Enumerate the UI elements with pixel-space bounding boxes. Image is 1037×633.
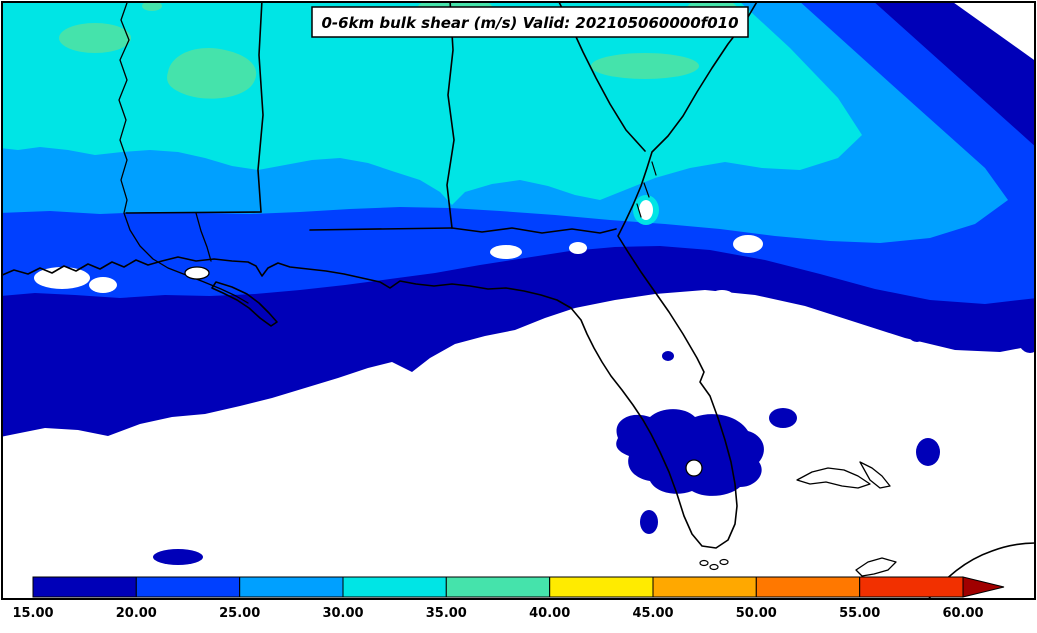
border-georgia-florida: [451, 227, 617, 234]
shear-blob: [1016, 313, 1035, 353]
title-box-frame: [311, 6, 749, 38]
border-alabama-georgia: [446, 2, 455, 229]
shear-blob: [153, 549, 203, 565]
plot-title: 0-6km bulk shear (m/s) Valid: 2021050600…: [321, 14, 738, 32]
map-frame: [1, 1, 1036, 600]
mississippi-river: [118, 2, 249, 304]
shear-fill-regions: [2, 2, 1035, 565]
isolated-shear-blobs-15-20: [153, 302, 1035, 565]
tick-35: 35.00: [426, 606, 467, 621]
title-box: 0-6km bulk shear (m/s) Valid: 2021050600…: [311, 6, 749, 38]
white-hole: [733, 235, 763, 253]
coastline-main: [2, 2, 758, 549]
shear-blob: [769, 408, 797, 428]
border-louisiana-mississippi: [125, 211, 262, 214]
tick-45: 45.00: [632, 606, 673, 621]
tick-15: 15.00: [12, 606, 53, 621]
shear-blob: [622, 417, 642, 431]
geography-borders: [2, 2, 1035, 599]
shear-blob: [916, 438, 940, 466]
colorbar-seg-50-55: [755, 576, 861, 598]
below-15-holes: [34, 200, 763, 304]
tick-55: 55.00: [839, 606, 880, 621]
border-mississippi-alabama: [257, 2, 264, 213]
colorbar-seg-55-60: [859, 576, 964, 598]
colorbar-seg-25-30: [239, 576, 344, 598]
white-hole: [490, 245, 522, 259]
colorbar-seg-20-25: [135, 576, 241, 598]
pearl-river: [195, 212, 212, 262]
colorbar-seg-35-40: [445, 576, 551, 598]
white-hole: [89, 277, 117, 293]
white-hole: [34, 267, 90, 289]
shear-blob: [904, 302, 930, 342]
turquoise-patch: [167, 48, 257, 99]
tick-60: 60.00: [942, 606, 983, 621]
colorbar: 15.00 20.00 25.00 30.00 35.00 40.00 45.0…: [12, 576, 1005, 621]
white-hole: [710, 290, 734, 304]
border-alabama-florida: [309, 227, 453, 231]
lake-pontchartrain: [184, 266, 210, 280]
white-hole: [639, 200, 653, 220]
colorbar-tick-labels: 15.00 20.00 25.00 30.00 35.00 40.00 45.0…: [12, 606, 983, 621]
turquoise-patch: [142, 2, 162, 11]
turquoise-patch: [591, 53, 699, 79]
florida-keys: [699, 558, 729, 571]
white-hole: [569, 242, 587, 254]
georgia-barrier-islands: [636, 161, 657, 218]
colorbar-seg-15-20: [32, 576, 137, 598]
shear-blob-central-florida: [616, 409, 764, 496]
bahamas-islands: [796, 461, 897, 577]
shear-blob: [640, 510, 658, 534]
tick-20: 20.00: [116, 606, 157, 621]
colorbar-seg-40-45: [549, 576, 654, 598]
tick-50: 50.00: [736, 606, 777, 621]
tick-40: 40.00: [529, 606, 570, 621]
colorbar-extend-arrow: [962, 576, 1005, 598]
colorbar-seg-30-35: [342, 576, 447, 598]
mississippi-delta: [211, 281, 278, 327]
tick-25: 25.00: [219, 606, 260, 621]
shear-blob: [662, 351, 674, 361]
lake-okeechobee: [685, 459, 703, 477]
tick-30: 30.00: [322, 606, 363, 621]
turquoise-patch: [59, 23, 131, 53]
colorbar-seg-45-50: [652, 576, 757, 598]
